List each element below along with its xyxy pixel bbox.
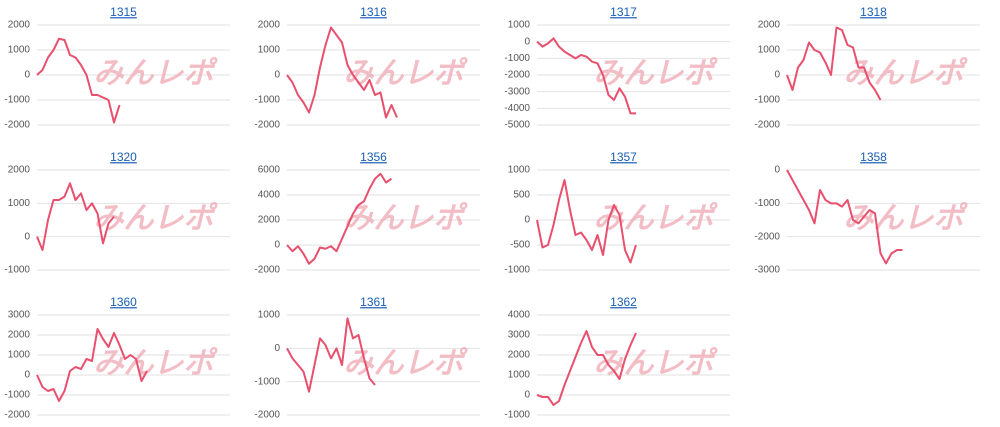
- chart-title[interactable]: 1357: [610, 150, 637, 164]
- y-tick-label: -500: [510, 240, 530, 251]
- y-tick-label: -1000: [504, 265, 530, 276]
- line: [786, 26, 882, 101]
- y-tick-label: 2000: [8, 330, 31, 341]
- y-tick-label: -2000: [254, 120, 280, 131]
- line: [286, 172, 393, 265]
- y-tick-label: 2000: [758, 20, 781, 31]
- watermark: みんレポ: [344, 202, 469, 235]
- y-tick-label: -2000: [4, 120, 30, 131]
- y-tick-label: -1000: [254, 95, 280, 106]
- watermark: みんレポ: [344, 57, 469, 90]
- y-tick-label: 0: [24, 370, 30, 381]
- y-tick-label: 6000: [258, 165, 281, 176]
- y-tick-label: 1000: [508, 20, 531, 31]
- y-tick-label: 0: [24, 70, 30, 81]
- y-tick-label: -1000: [754, 198, 780, 209]
- y-tick-label: 0: [274, 343, 280, 354]
- watermark: みんレポ: [844, 57, 969, 90]
- line: [786, 169, 903, 265]
- watermark: みんレポ: [344, 347, 469, 380]
- y-tick-label: 0: [524, 215, 530, 226]
- chart-title[interactable]: 1362: [610, 295, 637, 309]
- watermark: みんレポ: [94, 347, 219, 380]
- y-tick-label: 0: [274, 70, 280, 81]
- y-tick-label: -2000: [254, 410, 280, 421]
- y-tick-label: 0: [774, 70, 780, 81]
- y-tick-label: -2000: [754, 120, 780, 131]
- chart-title[interactable]: 1361: [360, 295, 387, 309]
- y-tick-label: -1000: [754, 95, 780, 106]
- y-tick-label: -1000: [504, 53, 530, 64]
- y-tick-label: -5000: [504, 120, 530, 131]
- y-tick-label: 1000: [258, 310, 281, 321]
- y-tick-label: -1000: [4, 390, 30, 401]
- chart-title[interactable]: 1360: [110, 295, 137, 309]
- watermark: みんレポ: [594, 57, 719, 90]
- y-tick-label: -4000: [504, 103, 530, 114]
- line: [536, 330, 637, 406]
- chart-title[interactable]: 1316: [360, 5, 387, 19]
- y-tick-label: 1000: [258, 45, 281, 56]
- y-tick-label: 1000: [8, 45, 31, 56]
- y-tick-label: 1000: [758, 45, 781, 56]
- y-tick-label: -2000: [504, 70, 530, 81]
- y-tick-label: 3000: [8, 310, 31, 321]
- y-tick-label: -2000: [254, 265, 280, 276]
- watermark: みんレポ: [844, 202, 969, 235]
- chart-title[interactable]: 1356: [360, 150, 387, 164]
- y-tick-label: 4000: [508, 310, 531, 321]
- watermark: みんレポ: [94, 57, 219, 90]
- chart-title[interactable]: 1315: [110, 5, 137, 19]
- y-tick-label: 1000: [508, 165, 531, 176]
- y-tick-label: -1000: [4, 95, 30, 106]
- y-tick-label: -3000: [754, 265, 780, 276]
- chart-title[interactable]: 1320: [110, 150, 137, 164]
- y-tick-label: 0: [24, 231, 30, 242]
- line: [536, 179, 637, 264]
- y-tick-label: 1000: [508, 370, 531, 381]
- y-tick-label: 0: [774, 165, 780, 176]
- y-tick-label: -3000: [504, 86, 530, 97]
- y-tick-label: -2000: [4, 410, 30, 421]
- line: [286, 26, 398, 119]
- y-tick-label: 2000: [8, 165, 31, 176]
- chart-title[interactable]: 1318: [860, 5, 887, 19]
- chart-title[interactable]: 1317: [610, 5, 637, 19]
- y-tick-label: -2000: [754, 231, 780, 242]
- y-tick-label: 500: [513, 190, 530, 201]
- y-tick-label: 2000: [8, 20, 31, 31]
- line: [36, 37, 121, 124]
- chart-title[interactable]: 1358: [860, 150, 887, 164]
- y-tick-label: -1000: [504, 410, 530, 421]
- y-tick-label: 2000: [508, 350, 531, 361]
- line: [286, 317, 376, 393]
- y-tick-label: 0: [524, 390, 530, 401]
- y-tick-label: 2000: [258, 215, 281, 226]
- line: [36, 328, 148, 402]
- line: [536, 37, 636, 115]
- y-tick-label: 1000: [8, 198, 31, 209]
- y-tick-label: 2000: [258, 20, 281, 31]
- watermark: みんレポ: [594, 347, 719, 380]
- watermark: みんレポ: [94, 202, 219, 235]
- y-tick-label: 4000: [258, 190, 281, 201]
- y-tick-label: 3000: [508, 330, 531, 341]
- y-tick-label: 1000: [8, 350, 31, 361]
- y-tick-label: -1000: [254, 376, 280, 387]
- line: [36, 182, 115, 251]
- y-tick-label: 0: [524, 36, 530, 47]
- y-tick-label: -1000: [4, 265, 30, 276]
- y-tick-label: 0: [274, 240, 280, 251]
